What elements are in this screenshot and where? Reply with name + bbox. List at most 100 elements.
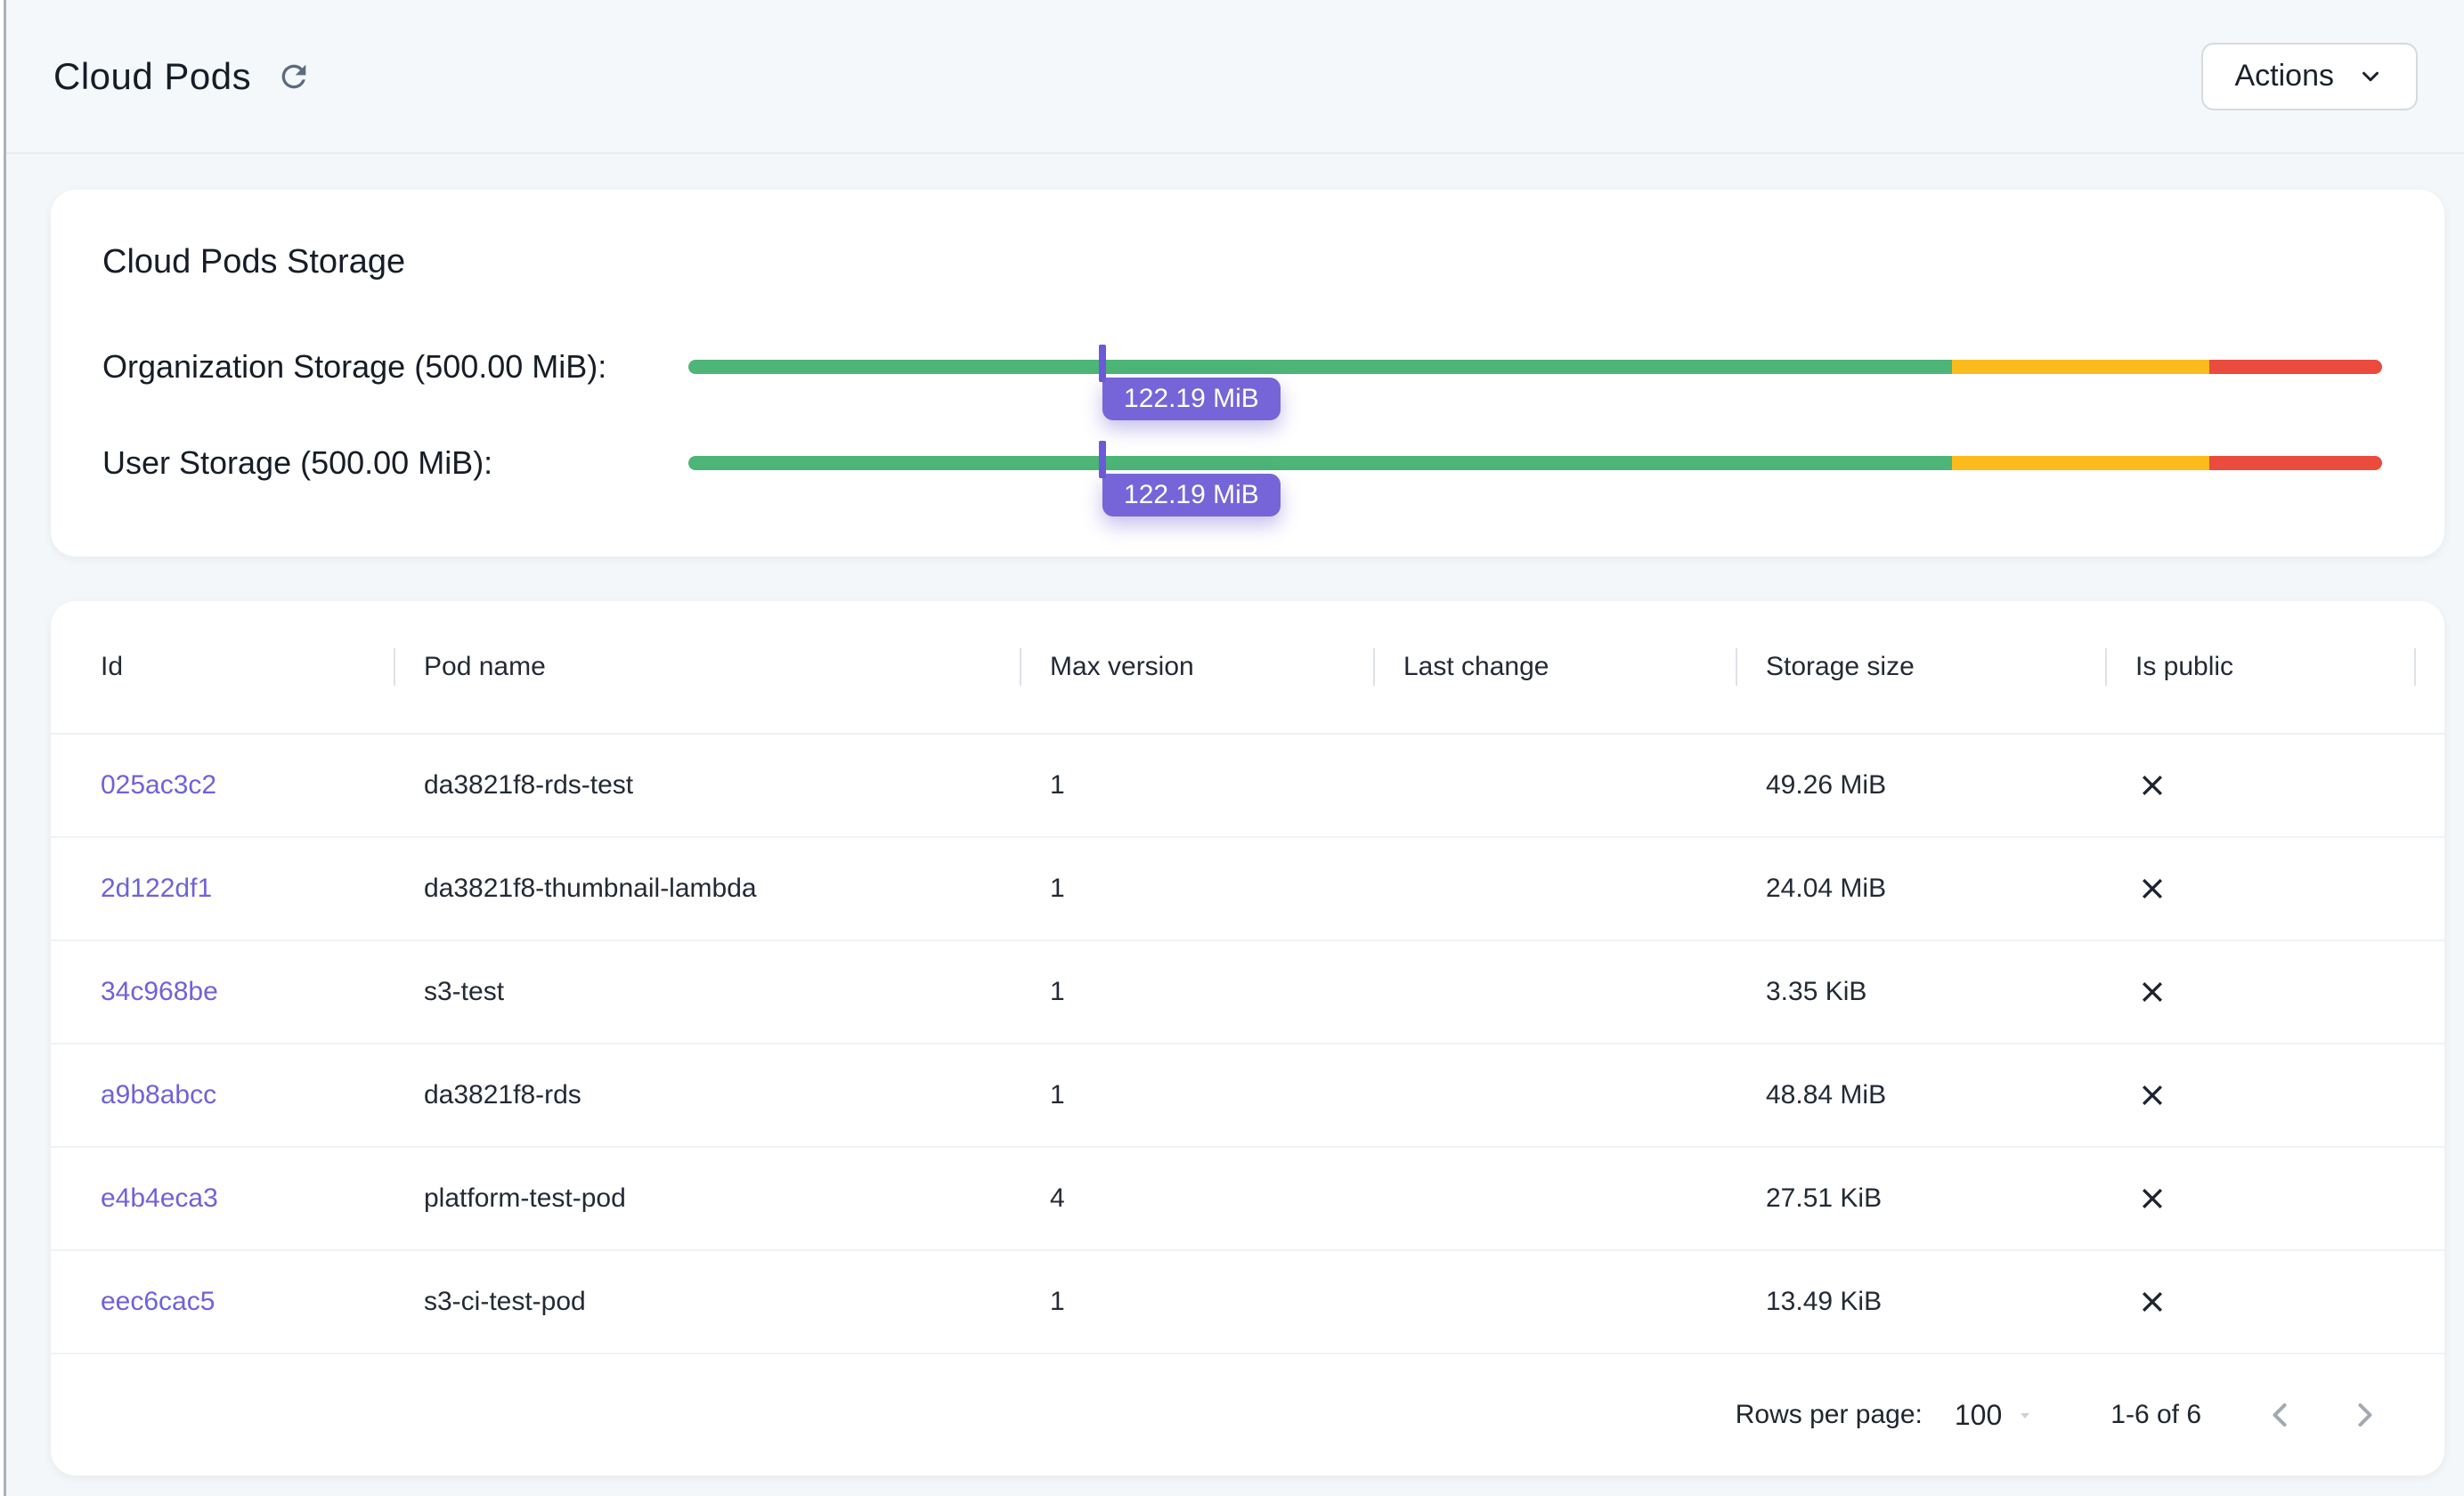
cell-max-version: 1 [1050,977,1065,1006]
column-header-id[interactable]: Id [101,652,124,681]
rows-per-page-select[interactable]: 100 [1955,1399,2036,1432]
storage-meter-row: User Storage (500.00 MiB): 122.19 MiB [102,419,2382,516]
table-row: 34c968be s3-test 1 3.35 KiB [51,941,2444,1045]
column-header-is-public[interactable]: Is public [2105,601,2414,733]
rows-per-page-value: 100 [1954,1398,2003,1431]
pod-id-link[interactable]: 025ac3c2 [101,770,217,800]
storage-meters: Organization Storage (500.00 MiB): 122.1… [102,322,2382,516]
cell-max-version: 1 [1050,1287,1065,1316]
cell-id: e4b4eca3 [51,1148,394,1249]
cell-pod-name: da3821f8-rds [424,1080,581,1110]
storage-scale [688,456,2382,470]
storage-meter-row: Organization Storage (500.00 MiB): 122.1… [102,322,2382,420]
storage-meter-bar: 122.19 MiB [688,441,2382,516]
cell-id: 34c968be [51,941,394,1043]
cell-storage-size: 24.04 MiB [1766,874,1887,903]
cell-pod-name: s3-test [424,977,505,1006]
left-edge-line [4,0,6,1496]
cell-is-public [2105,735,2414,836]
actions-button-label: Actions [2234,59,2335,93]
bar-segment-green [688,456,1952,470]
storage-card: Cloud Pods Storage Organization Storage … [51,190,2444,557]
pod-id-link[interactable]: 2d122df1 [101,874,213,903]
cell-storage-size: 3.35 KiB [1766,977,1867,1006]
column-header-storage-size[interactable]: Storage size [1736,601,2105,733]
cell-id: a9b8abcc [51,1045,394,1146]
cell-is-public [2105,1045,2414,1146]
cell-id: 2d122df1 [51,838,394,939]
refresh-button[interactable] [271,53,317,100]
left-edge-strip [0,0,4,1496]
cell-last-change [1373,1045,1736,1146]
table-row: a9b8abcc da3821f8-rds 1 48.84 MiB [51,1045,2444,1148]
pod-id-link[interactable]: 34c968be [101,977,218,1006]
table-header-row: Id Pod name Max version Last change Stor… [51,601,2444,735]
cell-is-public [2105,1148,2414,1249]
cell-last-change [1373,941,1736,1043]
cell-is-public [2105,1251,2414,1353]
storage-card-title: Cloud Pods Storage [102,243,406,280]
chevron-left-icon [2273,1402,2287,1427]
bar-segment-green [688,360,1952,374]
chevron-right-icon [2358,1402,2372,1427]
storage-meter-label: Organization Storage (500.00 MiB): [102,348,607,385]
table-body: 025ac3c2 da3821f8-rds-test 1 49.26 MiB 2… [51,735,2444,1354]
chevron-down-icon [2362,71,2379,81]
bar-segment-amber [1951,360,2209,374]
cell-max-version: 1 [1050,770,1065,800]
storage-meter-bar: 122.19 MiB [688,345,2382,420]
refresh-icon [281,64,306,88]
cell-last-change [1373,1148,1736,1249]
storage-usage-tooltip: 122.19 MiB [1102,378,1281,420]
bar-segment-amber [1951,456,2209,470]
cell-is-public [2105,941,2414,1043]
close-icon [2143,879,2162,898]
pod-id-link[interactable]: eec6cac5 [101,1287,215,1316]
cell-storage-size: 13.49 KiB [1766,1287,1883,1316]
column-header-max-version[interactable]: Max version [1020,601,1373,733]
next-page-button[interactable] [2346,1395,2385,1435]
cell-pod-name: da3821f8-rds-test [424,770,634,800]
cell-storage-size: 48.84 MiB [1766,1080,1887,1110]
column-header-last-change[interactable]: Last change [1373,601,1736,733]
storage-usage-marker [1099,345,1107,382]
pod-id-link[interactable]: e4b4eca3 [101,1183,218,1213]
close-icon [2143,1292,2162,1312]
storage-usage-tooltip: 122.19 MiB [1102,474,1281,516]
cell-max-version: 1 [1050,1080,1065,1110]
bar-segment-red [2208,360,2382,374]
cell-is-public [2105,838,2414,939]
previous-page-button[interactable] [2260,1395,2299,1435]
storage-scale [688,360,2382,374]
actions-button[interactable]: Actions [2200,42,2418,110]
pagination-bar: Rows per page: 100 1-6 of 6 [51,1354,2444,1476]
rows-per-page-label: Rows per page: [1735,1400,1923,1429]
cell-pod-name: s3-ci-test-pod [424,1287,586,1316]
column-header-trailing [2414,601,2444,733]
table-row: 025ac3c2 da3821f8-rds-test 1 49.26 MiB [51,735,2444,838]
page-header: Cloud Pods Actions [0,0,2464,154]
cell-storage-size: 27.51 KiB [1766,1183,1883,1213]
close-icon [2143,1189,2162,1208]
cell-last-change [1373,1251,1736,1353]
pod-id-link[interactable]: a9b8abcc [101,1080,217,1110]
storage-meter-label: User Storage (500.00 MiB): [102,444,493,481]
bar-segment-red [2208,456,2382,470]
cell-last-change [1373,735,1736,836]
cell-last-change [1373,838,1736,939]
column-header-pod-name[interactable]: Pod name [394,601,1020,733]
cell-storage-size: 49.26 MiB [1766,770,1887,800]
table-row: 2d122df1 da3821f8-thumbnail-lambda 1 24.… [51,838,2444,941]
table-row: e4b4eca3 platform-test-pod 4 27.51 KiB [51,1148,2444,1251]
cell-pod-name: da3821f8-thumbnail-lambda [424,874,757,903]
storage-usage-marker [1099,441,1107,478]
close-icon [2143,1085,2162,1105]
cell-pod-name: platform-test-pod [424,1183,626,1213]
cell-id: eec6cac5 [51,1251,394,1353]
pods-table-card: Id Pod name Max version Last change Stor… [51,601,2444,1476]
cell-max-version: 4 [1050,1183,1065,1213]
page-title: Cloud Pods [53,54,252,97]
table-row: eec6cac5 s3-ci-test-pod 1 13.49 KiB [51,1251,2444,1354]
cell-max-version: 1 [1050,874,1065,903]
close-icon [2143,982,2162,1002]
